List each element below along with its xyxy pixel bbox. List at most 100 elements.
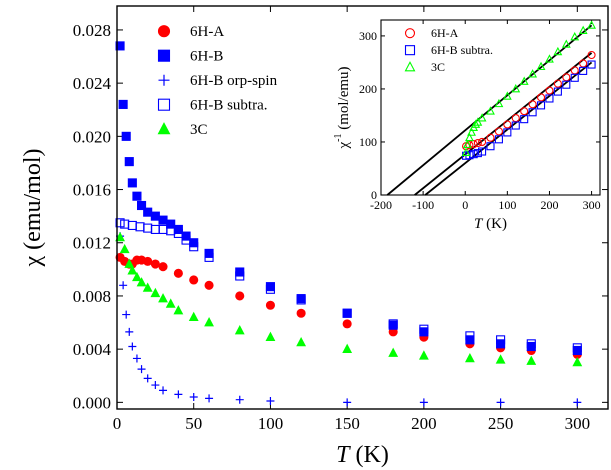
main-point-3c	[150, 287, 161, 298]
main-point-6h-a	[265, 300, 275, 310]
main-point-6h-a	[342, 319, 352, 329]
main-legend-label-6h-b: 6H-B	[190, 49, 223, 65]
inset-y-axis-title-unit: (mol/emu)	[336, 66, 352, 133]
main-point-3c	[188, 311, 199, 322]
inset-point-6h-a	[511, 114, 520, 123]
inset-point-3c	[553, 46, 563, 56]
main-point-3c	[234, 325, 245, 335]
inset-point-3c	[467, 127, 476, 136]
inset-x-axis-title: T (K)	[474, 216, 507, 232]
main-point-3c	[418, 350, 429, 360]
inset-legend-marker-6h-a	[404, 28, 416, 39]
main-legend-label-3c: 3C	[190, 122, 208, 138]
main-x-tick-label: 150	[334, 414, 360, 433]
main-point-6h-b-orp-spin	[235, 395, 244, 404]
main-point-6h-b	[342, 308, 352, 318]
main-x-tick-label: 200	[411, 414, 437, 433]
main-point-6h-a	[189, 275, 199, 285]
main-point-3c	[158, 293, 168, 303]
main-point-6h-b-subtra	[342, 308, 352, 318]
main-point-6h-b-orp-spin	[419, 398, 428, 407]
main-point-3c	[204, 317, 214, 327]
main-point-6h-b-subtra	[150, 224, 160, 234]
inset-point-6h-b-subtra	[494, 135, 503, 144]
main-point-6h-b	[132, 191, 142, 201]
inset-point-6h-b-subtra	[553, 87, 562, 96]
inset-point-6h-b-subtra	[503, 128, 512, 137]
main-x-tick-label: 50	[185, 414, 202, 433]
main-point-3c	[265, 331, 276, 341]
main-point-3c	[124, 258, 135, 268]
main-x-axis-title-var: T	[336, 442, 351, 468]
main-point-6h-b	[419, 327, 429, 337]
inset-point-3c	[561, 39, 571, 48]
main-legend-marker-6h-b-orp-spin	[158, 74, 170, 86]
main-y-tick-label: 0.004	[73, 340, 112, 359]
inset-x-tick-label: -200	[370, 198, 392, 212]
main-legend-label-6h-a: 6H-A	[190, 24, 224, 40]
main-point-3c	[142, 282, 153, 292]
inset-y-tick-label: 100	[359, 135, 377, 149]
inset-point-6h-b-subtra	[545, 94, 554, 103]
main-point-6h-b	[572, 345, 582, 356]
inset-legend-label-3c: 3C	[431, 60, 445, 74]
inset-point-3c	[494, 98, 504, 108]
inset-point-3c	[519, 76, 529, 85]
main-x-axis-title-unit: (K)	[350, 442, 389, 468]
main-series-3c	[115, 231, 583, 367]
main-point-6h-b-orp-spin	[151, 381, 160, 390]
inset-point-3c	[473, 117, 483, 126]
main-point-6h-a	[173, 268, 183, 278]
main-point-6h-a	[204, 280, 214, 290]
inset-y-axis-title: χ-1 (mol/emu)	[333, 66, 352, 149]
inset-point-3c	[502, 91, 512, 100]
inset-point-6h-b-subtra	[511, 121, 520, 130]
main-point-6h-b-subtra	[115, 218, 125, 228]
inset-point-6h-b-subtra	[478, 147, 487, 156]
main-y-axis-title: χ (emu/mol)	[20, 149, 46, 268]
main-point-3c	[388, 347, 399, 357]
main-point-6h-b-subtra	[265, 284, 275, 294]
main-y-tick-label: 0.024	[73, 74, 112, 93]
inset-chart: -200 -100 0 100 200 300 0 100 200 300 6H-A 6H-B sub…	[333, 19, 601, 232]
main-point-6h-a	[158, 262, 168, 272]
main-point-6h-b	[143, 207, 153, 217]
inset-x-tick-label: 200	[540, 198, 558, 212]
inset-point-6h-a	[536, 93, 546, 102]
main-point-6h-b-orp-spin	[137, 365, 146, 374]
main-point-6h-b-subtra	[496, 335, 506, 345]
inset-point-6h-b-subtra	[473, 149, 482, 158]
main-point-6h-b-orp-spin	[143, 374, 152, 383]
inset-point-6h-a	[579, 59, 588, 68]
main-point-6h-b	[265, 282, 275, 292]
inset-x-tick-label: 0	[462, 198, 468, 212]
main-point-3c	[132, 271, 142, 282]
inset-point-6h-b-subtra	[587, 60, 596, 69]
main-point-6h-b-subtra	[419, 324, 429, 334]
main-y-tick-label: 0.012	[73, 234, 111, 253]
inset-y-axis-title-symbol: χ	[336, 142, 352, 150]
main-point-6h-b-subtra	[572, 343, 582, 353]
main-point-6h-b-subtra	[465, 331, 475, 341]
main-point-6h-b	[115, 41, 125, 51]
main-point-6h-b-orp-spin	[125, 327, 134, 336]
main-point-6h-b-subtra	[143, 223, 153, 233]
main-point-6h-b-subtra	[296, 295, 306, 305]
inset-point-3c	[528, 69, 538, 78]
main-point-3c	[572, 356, 583, 367]
inset-y-tick-label: 0	[371, 188, 377, 202]
main-point-6h-b	[121, 131, 131, 141]
main-legend-marker-6h-b	[157, 49, 171, 62]
main-x-tick-label: 300	[565, 414, 591, 433]
inset-point-3c	[477, 113, 487, 122]
main-point-6h-b-orp-spin	[573, 398, 582, 407]
main-point-6h-b-subtra	[526, 339, 536, 349]
inset-point-3c	[471, 119, 481, 128]
main-legend-marker-3c	[157, 122, 171, 135]
inset-point-6h-a	[520, 107, 529, 116]
main-point-6h-b-orp-spin	[189, 393, 198, 402]
inset-point-6h-b-subtra	[469, 150, 478, 159]
inset-point-6h-b-subtra	[536, 101, 546, 110]
main-legend-label-6h-b-subtra: 6H-B subtra.	[190, 98, 268, 114]
inset-point-3c	[465, 132, 474, 142]
